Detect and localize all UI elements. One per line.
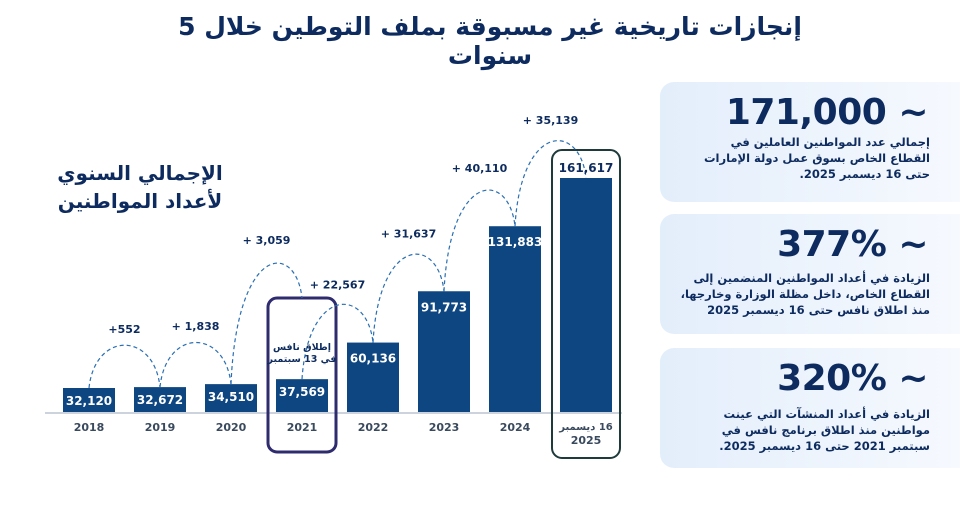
value-label: 34,510	[208, 390, 254, 404]
highlight-frame-2025	[551, 149, 621, 459]
tick-label: 2018	[74, 421, 105, 434]
growth-arc	[301, 303, 374, 380]
increment-label: + 22,567	[310, 279, 366, 292]
stat-description: الزيادة في أعداد المواطنين المنضمين إلى …	[680, 270, 930, 318]
value-label: 131,883	[488, 235, 543, 249]
stat-description-line: الزيادة في أعداد المواطنين المنضمين إلى	[693, 271, 930, 285]
chart-subtitle-line1: الإجمالي السنوي	[57, 161, 223, 185]
bar-2024	[489, 226, 541, 412]
growth-arc	[88, 344, 161, 389]
stat-description-line: سبتمبر 2021 حتى 16 ديسمبر 2025.	[719, 439, 930, 453]
value-label: 32,672	[137, 393, 183, 407]
increment-label: + 40,110	[452, 162, 508, 175]
tick-label: 2020	[216, 421, 247, 434]
growth-arc	[514, 140, 587, 227]
bar-2018	[63, 388, 115, 412]
bar-2021	[276, 379, 328, 412]
tick-label: 2021	[287, 421, 318, 434]
increment-label: +552	[108, 323, 140, 336]
tick-label: 2019	[145, 421, 176, 434]
increment-label: + 1,838	[172, 320, 220, 333]
value-label: 161,617	[559, 161, 614, 175]
bar-chart: +552 + 1,838 + 3,059 + 22,567 + 31,637 + 40,1…	[45, 114, 622, 459]
page-title: إنجازات تاريخية غير مسبوقة بملف التوطين …	[178, 12, 802, 70]
growth-arc	[230, 262, 303, 385]
stat-description-line: الزيادة في أعداد المنشآت التي عينت	[723, 407, 930, 421]
stat-description-line: القطاع الخاص بسوق عمل دولة الإمارات	[703, 151, 930, 165]
increment-label: + 35,139	[523, 114, 579, 127]
stat-value: 171,000 ~	[725, 92, 929, 133]
chart-subtitle-line2: لأعداد المواطنين	[57, 189, 223, 213]
stat-card-workers: 171,000 ~ إجمالي عدد المواطنين العاملين …	[660, 82, 960, 202]
stat-card-citizens-increase: 377% ~ الزيادة في أعداد المواطنين المنضم…	[660, 214, 960, 334]
tick-label-date-prefix: 16 ديسمبر	[558, 422, 613, 433]
tick-label: 2024	[500, 421, 531, 434]
bar-2023	[418, 291, 470, 412]
stat-description-line: مواطنين منذ اطلاق برنامج نافس في	[721, 423, 930, 437]
growth-arc	[159, 341, 232, 388]
value-label: 91,773	[421, 300, 467, 314]
annotation-nafis-line1: إطلاق نافس	[273, 342, 331, 353]
value-label: 32,120	[66, 394, 112, 408]
annotation-nafis-line2: في 13 سبتمبر	[267, 354, 337, 365]
tick-label: 2022	[358, 421, 389, 434]
bar-2020	[205, 384, 257, 412]
tick-label: 2023	[429, 421, 460, 434]
stat-card-establishments-increase: 320% ~ الزيادة في أعداد المنشآت التي عين…	[660, 348, 960, 468]
bar-2019	[134, 387, 186, 412]
stat-description: الزيادة في أعداد المنشآت التي عينت مواطن…	[690, 406, 930, 454]
stat-description-line: حتى 16 ديسمبر 2025.	[799, 167, 930, 181]
bar-2022	[347, 342, 399, 412]
value-label: 60,136	[350, 352, 396, 366]
stat-description: إجمالي عدد المواطنين العاملين في القطاع …	[690, 134, 930, 182]
stat-value: 377% ~	[777, 224, 928, 265]
stat-value: 320% ~	[777, 358, 928, 399]
stat-description-line: القطاع الخاص، داخل مظلة الوزارة وخارجها،	[680, 287, 930, 301]
value-label: 37,569	[279, 385, 325, 399]
bar-2025	[560, 178, 612, 412]
increment-label: + 31,637	[381, 227, 437, 240]
increment-label: + 3,059	[243, 234, 291, 247]
growth-arc	[443, 189, 516, 292]
stat-description-line: منذ اطلاق نافس حتى 16 ديسمبر 2025	[707, 303, 930, 317]
tick-label: 2025	[571, 434, 602, 447]
stat-description-line: إجمالي عدد المواطنين العاملين في	[730, 135, 930, 149]
